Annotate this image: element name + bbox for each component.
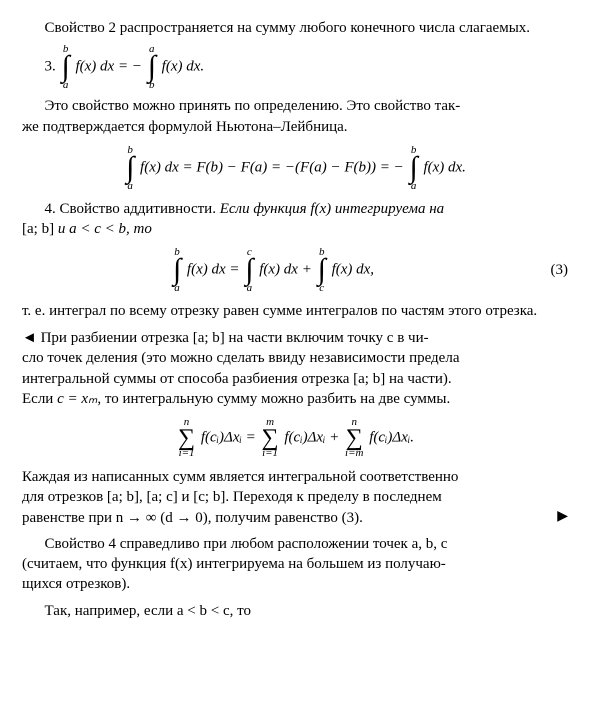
equation-additivity: b ∫ a f(x) dx = c ∫ a f(x) dx + b ∫ c f(… [22,247,568,293]
paragraph: равенстве при n → ∞ (d → 0), получим рав… [22,508,568,528]
integrand: f(x) dx = − [75,59,141,75]
paragraph: т. е. интеграл по всему отрезку равен су… [22,301,568,321]
text: , то интегральную сумму можно разбить на… [97,391,450,407]
math-text: f(x) dx = F(b) − F(a) = −(F(a) − F(b)) =… [140,159,404,175]
proof-end-icon: ▶ [557,508,568,528]
integral: b ∫ c [318,247,326,293]
proof-line: Если c = xₘ, то интегральную сумму можно… [22,389,568,409]
paragraph: щихся отрезков). [22,574,568,594]
item-lead: 4. Свойство аддитивности. [45,201,220,217]
integral-sign: ∫ [62,54,70,80]
integral: b ∫ a [409,145,417,191]
proof-line: ◄ При разбиении отрезка [a; b] на части … [22,328,568,349]
paragraph: Каждая из написанных сумм является интег… [22,467,568,487]
paragraph: Свойство 4 справедливо при любом располо… [22,534,568,554]
sum: n ∑ i=m [345,417,363,459]
integral: b ∫ a [126,145,134,191]
lower-limit: i=1 [262,448,279,459]
equation-number: (3) [523,260,568,280]
integral-sign: ∫ [148,54,156,80]
paragraph: (считаем, что функция f(x) интегрируема … [22,554,568,574]
integral: c ∫ a [245,247,253,293]
math-text: f(x) dx = [187,262,243,278]
sum: m ∑ i=1 [262,417,279,459]
equation-riemann-sums: n ∑ i=1 f(cᵢ)Δxᵢ = m ∑ i=1 f(cᵢ)Δxᵢ + n … [22,417,568,459]
math-text: f(cᵢ)Δxᵢ. [369,430,414,446]
interval: [a; b] [22,221,58,237]
paragraph: для отрезков [a; b], [a; c] и [c; b]. Пе… [22,487,568,507]
theorem-text: и a < c < b, то [58,221,152,237]
theorem-text: Если функция f(x) интегрируема на [220,201,444,217]
sum: n ∑ i=1 [178,417,195,459]
integrand: f(x) dx. [162,59,204,75]
equation-newton-leibniz: b ∫ a f(x) dx = F(b) − F(a) = −(F(a) − F… [22,145,568,191]
proof-line: сло точек деления (это можно сделать вви… [22,348,568,368]
integral-sign: ∫ [173,257,181,283]
math-inline: c = xₘ [57,391,97,407]
paragraph: Свойство 2 распространяется на сумму люб… [22,18,568,38]
math-text: f(x) dx. [423,159,465,175]
integral-sign: ∫ [126,155,134,181]
lower-limit: i=1 [178,448,195,459]
paragraph: Это свойство можно принять по определени… [22,96,568,116]
text: Если [22,391,57,407]
math-text: f(cᵢ)Δxᵢ = [201,430,260,446]
math-text: f(x) dx, [332,262,374,278]
sigma-sign: ∑ [345,428,363,448]
integral-sign: ∫ [409,155,417,181]
sigma-sign: ∑ [262,428,279,448]
lower-limit: a [173,283,181,293]
property-3: 3. b ∫ a f(x) dx = − a ∫ b f(x) dx. [45,44,569,90]
text: ◄ При разбиении отрезка [a; b] на части … [22,330,429,346]
lower-limit: b [148,80,156,90]
integral: b ∫ a [173,247,181,293]
math-text: f(x) dx + [259,262,315,278]
sigma-sign: ∑ [178,428,195,448]
paragraph: [a; b] и a < c < b, то [22,219,568,239]
integral-sign: ∫ [318,257,326,283]
paragraph: Так, например, если a < b < c, то [22,601,568,621]
proof-line: интегральной суммы от способа разбиения … [22,369,568,389]
math-text: f(cᵢ)Δxᵢ + [284,430,343,446]
item-number: 3. [45,59,56,75]
property-4: 4. Свойство аддитивности. Если функция f… [22,199,568,219]
lower-limit: i=m [345,448,363,459]
integral: a ∫ b [148,44,156,90]
integral-sign: ∫ [245,257,253,283]
paragraph: же подтверждается формулой Ньютона–Лейбн… [22,117,568,137]
text: равенстве при n → ∞ (d → 0), получим рав… [22,508,363,528]
integral: b ∫ a [62,44,70,90]
